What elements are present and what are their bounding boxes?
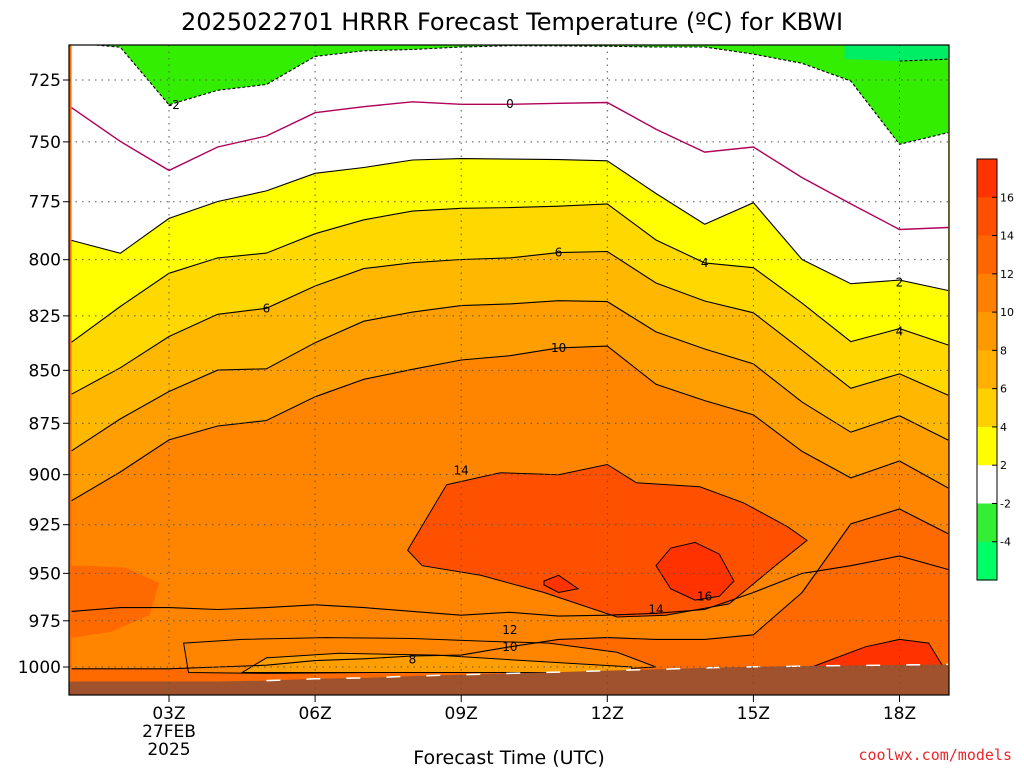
- contour-label: 8: [409, 653, 417, 667]
- colorbar-tick-label: 16: [1000, 191, 1014, 204]
- colorbar-tick-label: 10: [1000, 306, 1014, 319]
- credit-link[interactable]: coolwx.com/models: [858, 746, 1012, 764]
- x-tick-label: 06Z: [298, 704, 331, 724]
- contour-label: 14: [454, 464, 469, 478]
- colorbar-swatch: [977, 235, 997, 275]
- contour-label: 6: [555, 246, 563, 260]
- y-tick-label: 950: [29, 564, 61, 584]
- isotherm-6: [71, 250, 949, 396]
- colorbar-swatch: [977, 465, 997, 505]
- colorbar-swatch: [977, 426, 997, 466]
- colorbar-tick-label: 12: [1000, 268, 1014, 281]
- contour-label: 14: [648, 603, 663, 617]
- y-axis: 725 750 775 800 825 850 875 900 925 950 975 1000: [18, 71, 69, 678]
- contour-label: 4: [701, 256, 709, 270]
- warm-pocket-left: [69, 565, 160, 638]
- y-tick-label: 900: [29, 466, 61, 486]
- colorbar-tick-label: 2: [1000, 459, 1007, 472]
- isotherm-14: [71, 555, 949, 617]
- y-tick-label: 750: [29, 133, 61, 153]
- contour-label: 16: [697, 589, 712, 603]
- colorbar-swatch: [977, 159, 997, 198]
- band-neg2-2: [71, 45, 949, 291]
- colorbar-swatch: [977, 273, 997, 313]
- y-tick-label: 725: [29, 71, 61, 91]
- y-tick-label: 775: [29, 193, 61, 213]
- y-tick-label: 875: [29, 414, 61, 434]
- y-tick-label: 800: [29, 251, 61, 271]
- contour-label: 12: [502, 623, 517, 637]
- grid: [69, 45, 949, 695]
- band-lt-neg4: [844, 45, 949, 61]
- ground-edge: [266, 663, 949, 682]
- x-tick-label: 09Z: [445, 704, 478, 724]
- contour-label: 10: [502, 640, 517, 654]
- plot-area: [69, 45, 949, 695]
- colorbar-swatch: [977, 350, 997, 390]
- isotherm-10: [71, 345, 949, 502]
- isotherm-2: [71, 158, 949, 292]
- contour-label: -2: [168, 98, 180, 112]
- warm-core-16-2: [543, 574, 580, 594]
- colorbar-tick-label: 4: [1000, 421, 1007, 434]
- contour-label: 6: [263, 301, 271, 315]
- contour-label: 10: [551, 341, 566, 355]
- colorbar-swatch: [977, 388, 997, 428]
- x-date-label: 27FEB: [142, 722, 196, 742]
- x-tick-label: 03Z: [152, 704, 185, 724]
- x-axis-label: Forecast Time (UTC): [413, 747, 604, 768]
- colorbar-swatch: [977, 541, 997, 581]
- x-date-label: 2025: [147, 740, 190, 760]
- isotherm-8: [71, 300, 949, 452]
- ground: [69, 664, 949, 695]
- isotherm-0: [71, 101, 949, 231]
- colorbar-swatch: [977, 503, 997, 543]
- colorbar-frame: [976, 158, 998, 581]
- isotherm-4: [71, 203, 949, 346]
- isotherm-m2: [89, 45, 949, 145]
- colorbar-swatch: [977, 312, 997, 351]
- isotherm-m4: [899, 58, 949, 62]
- colorbar-swatch: [977, 197, 997, 237]
- x-tick-label: 18Z: [883, 704, 916, 724]
- y-tick-label: 1000: [18, 658, 61, 678]
- colorbar-tick-label: 8: [1000, 344, 1007, 357]
- contour-label: 2: [896, 275, 904, 289]
- colorbar-tick-label: 6: [1000, 383, 1007, 396]
- chart-title: 2025022701 HRRR Forecast Temperature (ºC…: [181, 8, 843, 36]
- contour-labels: -2 0 6 4 2 4 6 10 14 16 14 12 10 8: [168, 97, 903, 667]
- colorbar-tick-label: -4: [1000, 536, 1011, 549]
- colorbar: 16 14 12 10 8 6 4 2 -2 -4: [976, 158, 1014, 581]
- x-tick-label: 12Z: [591, 704, 624, 724]
- y-tick-label: 850: [29, 361, 61, 381]
- contour-label: 0: [506, 97, 514, 111]
- x-tick-label: 15Z: [737, 704, 770, 724]
- y-tick-label: 975: [29, 612, 61, 632]
- colorbar-tick-label: -2: [1000, 497, 1011, 510]
- isotherm-12: [71, 508, 949, 670]
- contour-label: 4: [896, 324, 904, 338]
- y-tick-label: 825: [29, 307, 61, 327]
- y-tick-label: 925: [29, 516, 61, 536]
- colorbar-tick-label: 14: [1000, 230, 1014, 243]
